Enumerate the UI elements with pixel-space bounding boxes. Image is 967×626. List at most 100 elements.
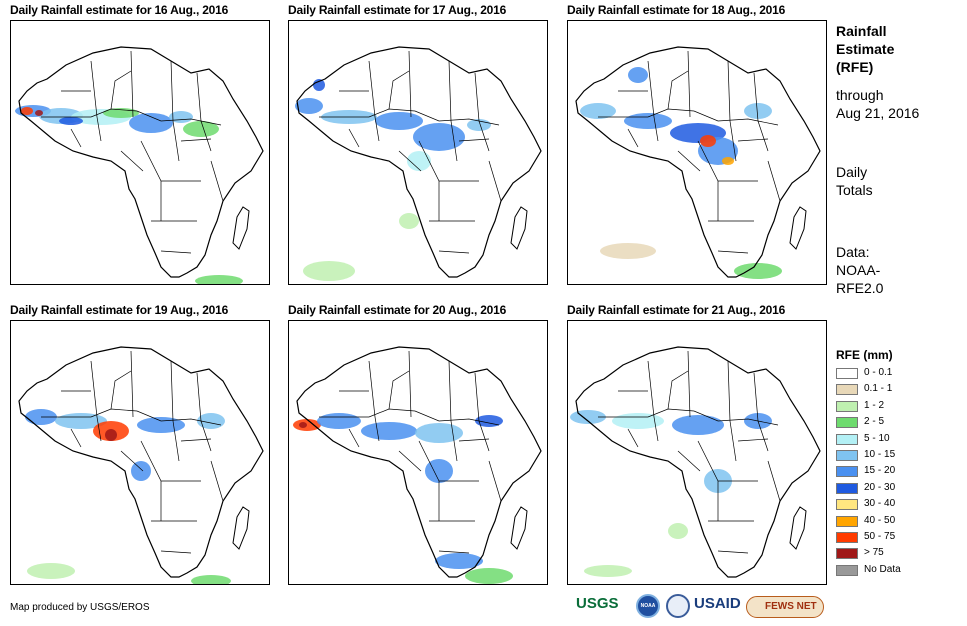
logos: USGS NOAA USAID FEWS NET <box>576 594 826 622</box>
rainfall-area <box>700 135 716 147</box>
legend-swatch <box>836 368 858 379</box>
madagascar-outline <box>232 206 250 250</box>
country-border <box>458 138 490 142</box>
daily-totals-line1: Daily <box>836 164 868 180</box>
rainfall-area <box>612 413 664 429</box>
map-canvas <box>295 46 542 281</box>
daily-totals-line2: Totals <box>836 182 873 198</box>
legend-swatch <box>836 384 858 396</box>
country-border <box>448 360 458 462</box>
legend-label: 0 - 0.1 <box>864 367 893 378</box>
country-border <box>408 350 412 418</box>
legend-swatch <box>836 515 858 527</box>
country-border <box>120 150 144 172</box>
through-date-value: Aug 21, 2016 <box>836 105 920 121</box>
map-canvas <box>18 346 264 584</box>
legend-swatch <box>836 548 858 560</box>
legend-label: 30 - 40 <box>864 498 896 510</box>
noaa-logo-text: NOAA <box>640 603 656 609</box>
rfe-title-line3: (RFE) <box>836 59 874 75</box>
legend-swatch <box>836 417 858 429</box>
madagascar-outline <box>789 206 807 250</box>
africa-rainfall-map <box>567 320 827 585</box>
map-credit: Map produced by USGS/EROS <box>10 602 150 613</box>
country-border <box>388 370 410 410</box>
country-border <box>438 550 470 554</box>
usaid-logo: USAID <box>694 595 741 612</box>
africa-coastline <box>575 46 821 278</box>
country-border <box>120 450 144 472</box>
rainfall-area <box>191 575 231 584</box>
country-border <box>677 150 701 172</box>
country-border <box>196 372 212 452</box>
country-border <box>160 250 192 254</box>
panel-title: Daily Rainfall estimate for 20 Aug., 201… <box>288 303 507 317</box>
rainfall-area <box>399 213 419 229</box>
country-border <box>388 70 410 110</box>
legend-label: 15 - 20 <box>864 465 896 477</box>
rainfall-area <box>59 117 83 125</box>
country-border <box>368 60 380 142</box>
country-border <box>196 72 212 152</box>
rainfall-area <box>375 112 423 130</box>
rainfall-area <box>722 157 734 165</box>
legend-title: RFE (mm) <box>836 348 893 362</box>
country-border <box>647 60 659 142</box>
country-border <box>677 450 701 472</box>
country-border <box>348 128 360 148</box>
country-border <box>737 438 769 442</box>
country-border <box>140 440 162 521</box>
legend-swatch <box>836 532 858 543</box>
through-date: through Aug 21, 2016 <box>836 86 919 122</box>
country-border <box>687 350 691 418</box>
panel-title: Daily Rainfall estimate for 16 Aug., 201… <box>10 3 229 17</box>
country-border <box>627 128 639 148</box>
panel-title: Daily Rainfall estimate for 18 Aug., 201… <box>567 3 786 17</box>
dos-seal-icon <box>666 594 690 618</box>
legend-swatch <box>836 499 858 511</box>
africa-rainfall-map <box>10 20 270 285</box>
madagascar-outline <box>232 506 250 550</box>
country-border <box>717 250 749 254</box>
country-border <box>737 138 769 142</box>
country-border <box>474 72 490 152</box>
madagascar-outline <box>510 506 528 550</box>
country-border <box>627 428 639 448</box>
legend-label: 1 - 2 <box>864 399 885 411</box>
country-border <box>753 72 769 152</box>
rainfall-area <box>624 113 672 129</box>
country-border <box>348 428 360 448</box>
country-border <box>727 60 737 162</box>
africa-coastline <box>575 346 821 578</box>
country-border <box>598 108 779 126</box>
noaa-logo: NOAA <box>636 594 660 618</box>
legend-label: 5 - 10 <box>864 432 890 444</box>
rainfall-area <box>129 113 173 133</box>
rainfall-area <box>317 413 361 429</box>
africa-coastline <box>18 346 264 578</box>
country-border <box>160 550 192 554</box>
country-border <box>667 70 689 110</box>
rainfall-area <box>295 98 323 114</box>
legend-swatch <box>836 400 858 412</box>
rainfall-area <box>628 67 648 83</box>
daily-totals: Daily Totals <box>836 163 873 199</box>
rainfall-area <box>21 107 33 115</box>
rfe-title-line1: Rainfall <box>836 23 887 39</box>
africa-rainfall-map <box>288 320 548 585</box>
usgs-logo: USGS <box>576 595 619 612</box>
country-border <box>647 360 659 442</box>
africa-rainfall-map <box>288 20 548 285</box>
rainfall-area <box>105 429 117 441</box>
data-source-line2: NOAA- <box>836 262 881 278</box>
country-border <box>667 370 689 410</box>
country-border <box>727 360 737 462</box>
africa-coastline <box>296 46 542 278</box>
country-border <box>210 460 224 502</box>
rainfall-area <box>35 110 43 116</box>
country-border <box>110 70 132 110</box>
rfe-title: Rainfall Estimate (RFE) <box>836 22 894 76</box>
map-canvas <box>575 46 821 279</box>
country-border <box>70 428 82 448</box>
rainfall-area <box>413 123 465 151</box>
